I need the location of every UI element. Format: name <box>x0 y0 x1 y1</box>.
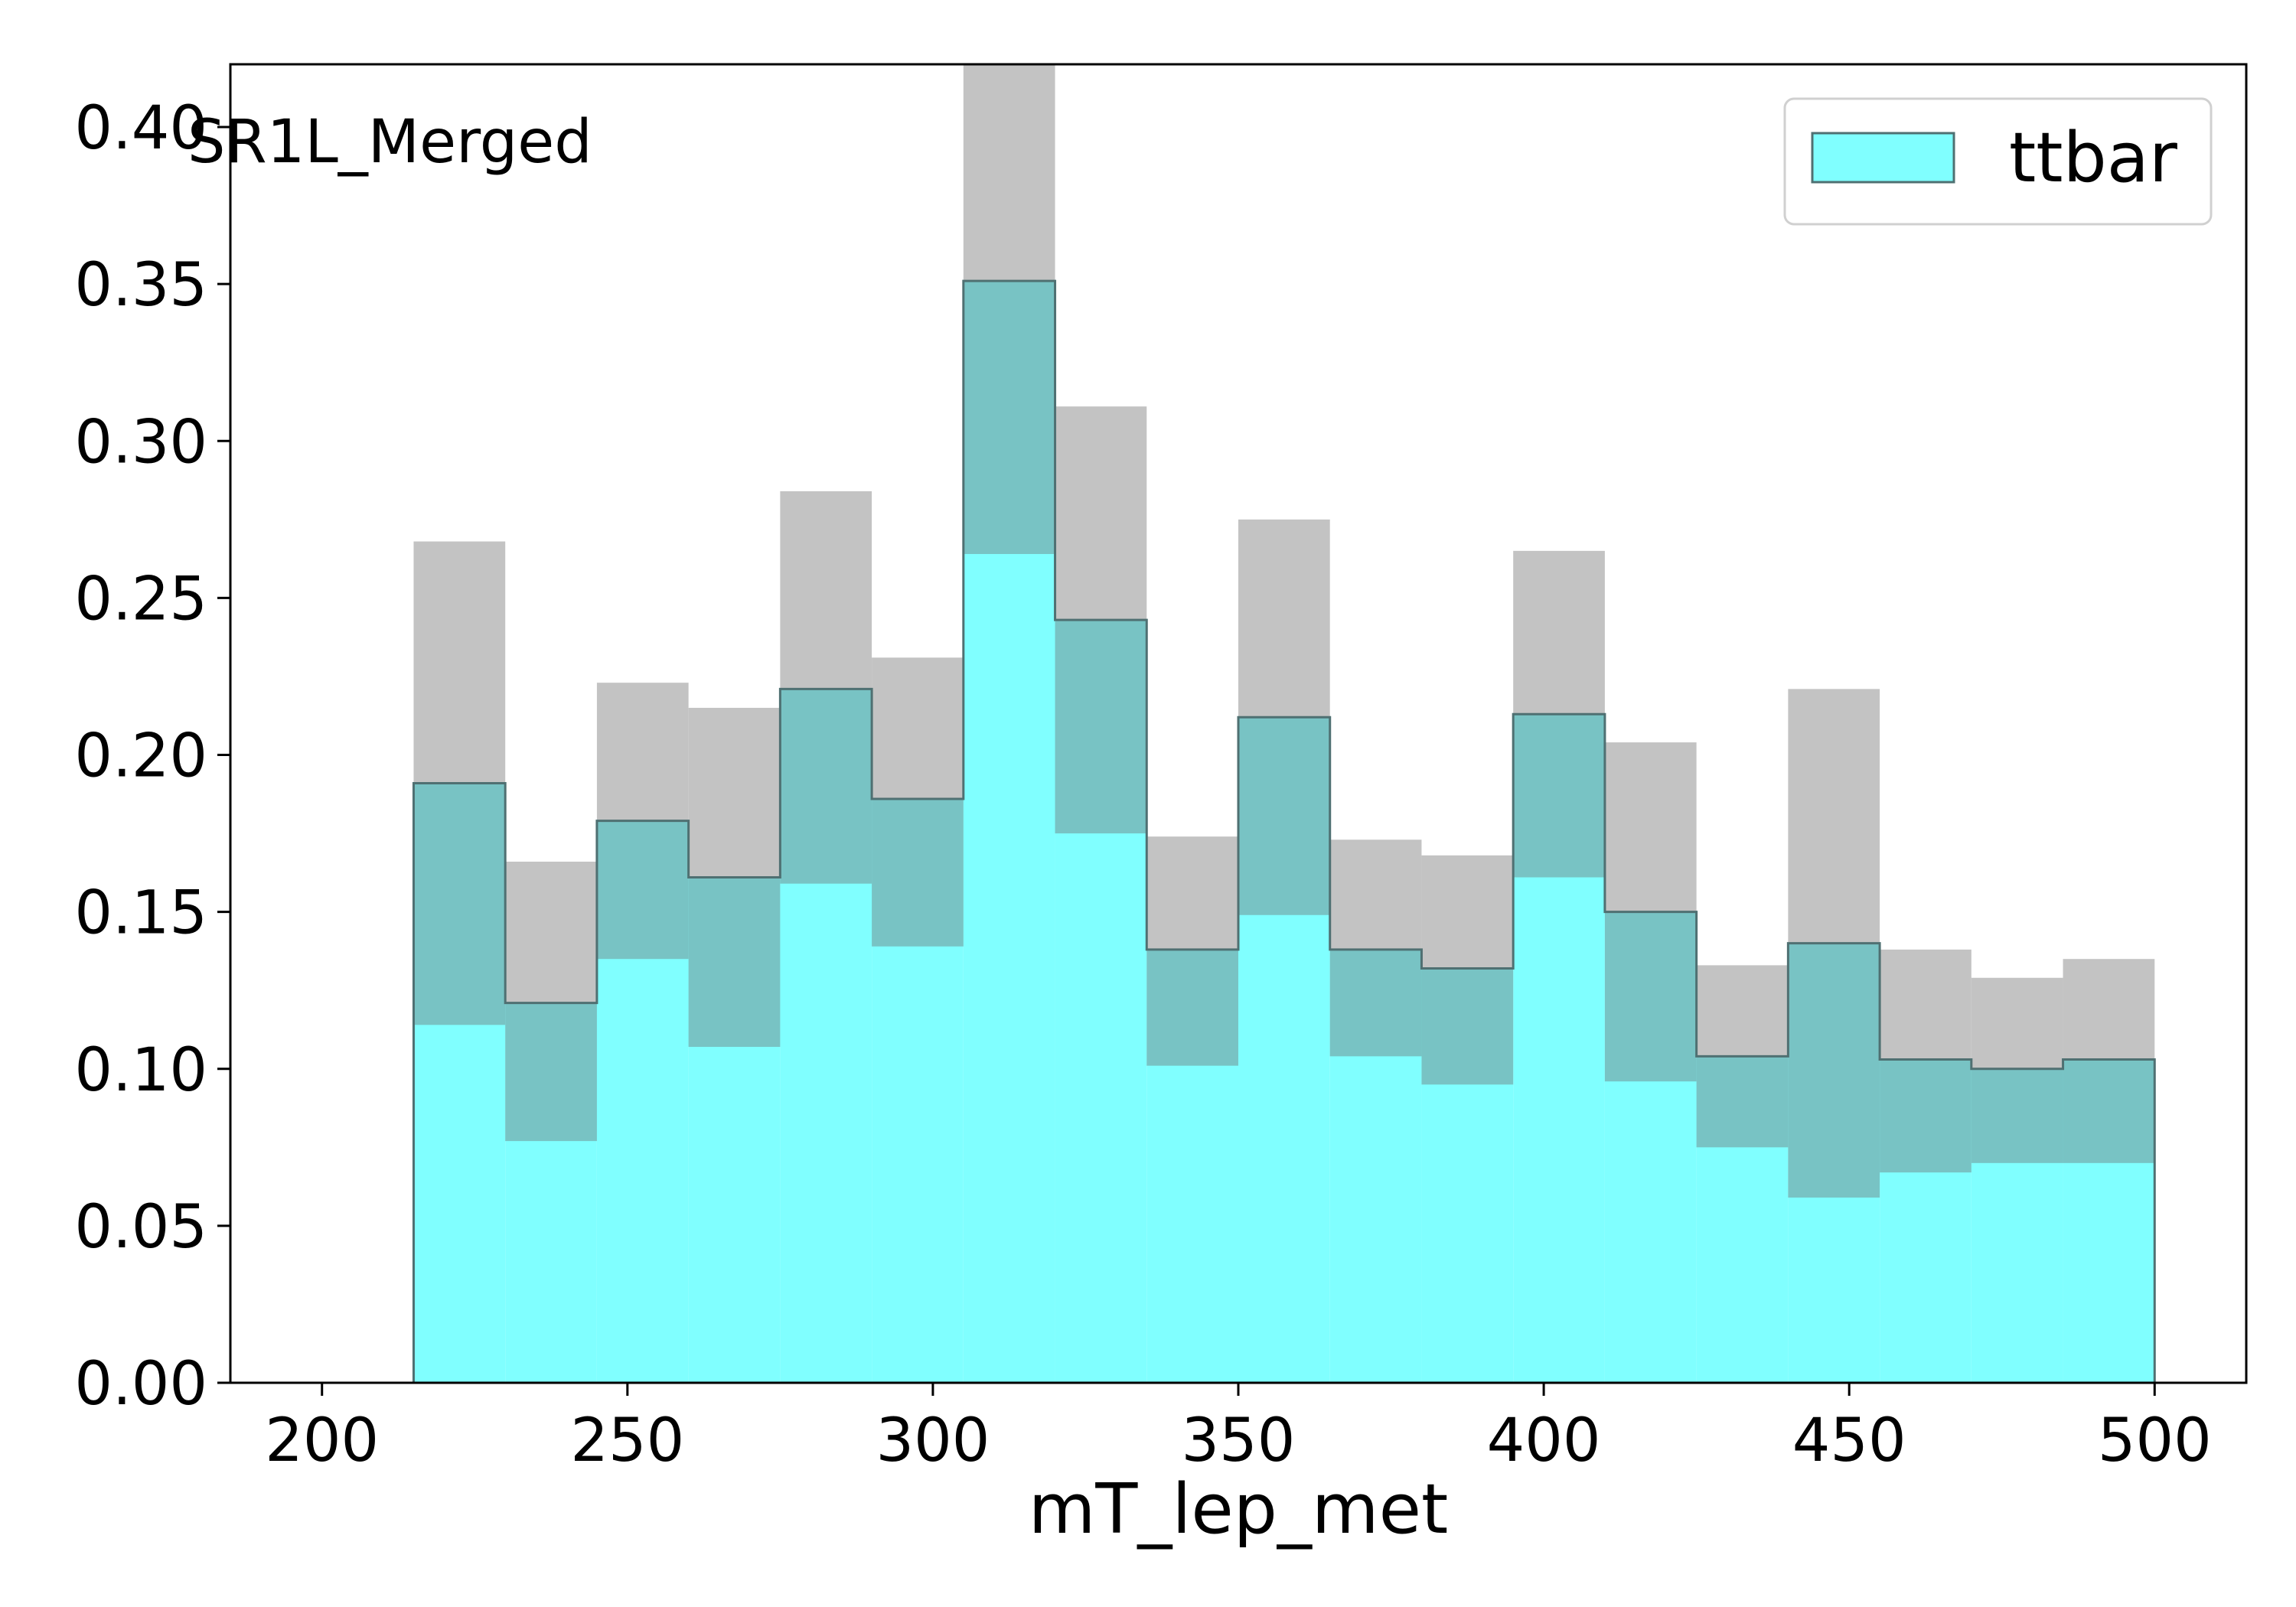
uncertainty-band-lower <box>1238 717 1330 915</box>
uncertainty-band-upper <box>872 657 964 799</box>
uncertainty-band-upper <box>1146 836 1238 950</box>
region-label: SR1L_Merged <box>188 108 592 177</box>
y-tick-label: 0.05 <box>74 1193 207 1262</box>
x-tick-label: 350 <box>1182 1407 1296 1475</box>
uncertainty-band-upper <box>413 541 506 784</box>
uncertainty-band-upper <box>1788 689 1880 944</box>
uncertainty-band-lower <box>1513 714 1605 878</box>
uncertainty-band-lower <box>1788 943 1880 1198</box>
uncertainty-band-upper <box>1880 949 1971 1060</box>
x-tick-label: 400 <box>1487 1407 1601 1475</box>
uncertainty-band-lower <box>780 689 872 884</box>
uncertainty-band-upper <box>1329 839 1422 950</box>
legend: ttbar <box>1783 97 2213 226</box>
uncertainty-band-upper <box>1238 519 1330 718</box>
x-tick-label: 250 <box>570 1407 684 1475</box>
uncertainty-band-upper <box>1604 742 1697 912</box>
y-tick-label: 0.00 <box>74 1350 207 1419</box>
uncertainty-band-lower <box>872 798 964 947</box>
y-tick-label: 0.35 <box>74 251 207 320</box>
x-axis: 200 250 300 350 400 450 500 <box>265 1383 2212 1475</box>
y-tick-label: 0.10 <box>74 1036 207 1105</box>
uncertainty-band-lower <box>688 877 781 1048</box>
uncertainty-band-lower <box>1604 911 1697 1082</box>
y-tick-label: 0.20 <box>74 722 207 791</box>
uncertainty-band-lower <box>2063 1059 2155 1163</box>
y-tick-label: 0.30 <box>74 408 207 477</box>
uncertainty-band-lower <box>1421 968 1514 1085</box>
uncertainty-band-lower <box>1971 1068 2063 1163</box>
uncertainty-band-upper <box>596 683 689 821</box>
x-tick-label: 500 <box>2098 1407 2212 1475</box>
uncertainty-band-lower <box>1329 949 1422 1057</box>
legend-label-ttbar: ttbar <box>2009 118 2177 198</box>
uncertainty-band-upper <box>2063 959 2155 1060</box>
x-axis-title: mT_lep_met <box>1029 1469 1448 1550</box>
uncertainty-band-upper <box>1513 550 1605 715</box>
uncertainty-band-lower <box>1146 949 1238 1066</box>
y-tick-label: 0.25 <box>74 565 207 634</box>
uncertainty-band-upper <box>780 491 872 689</box>
uncertainty-band-lower <box>413 783 506 1025</box>
uncertainty-band-upper <box>1421 855 1514 969</box>
uncertainty-band-lower <box>1696 1056 1789 1148</box>
uncertainty-band-upper <box>963 64 1055 282</box>
uncertainty-band-lower <box>505 1002 597 1142</box>
uncertainty-band-upper <box>1696 965 1789 1057</box>
uncertainty-band-lower <box>596 820 689 960</box>
uncertainty-band-lower <box>1055 620 1147 834</box>
x-tick-label: 450 <box>1792 1407 1906 1475</box>
y-tick-label: 0.40 <box>74 94 207 163</box>
uncertainty-band-upper <box>688 707 781 878</box>
x-tick-label: 300 <box>876 1407 990 1475</box>
y-tick-label: 0.15 <box>74 879 207 948</box>
legend-box <box>1783 97 2213 226</box>
plot-area <box>321 64 2156 1383</box>
legend-swatch-ttbar <box>1811 132 1955 184</box>
y-axis: 0.00 0.05 0.10 0.15 0.20 0.25 0.30 0.35 0.40 <box>74 94 230 1419</box>
uncertainty-band-lower <box>963 281 1055 554</box>
uncertainty-band-lower <box>1880 1059 1971 1173</box>
uncertainty-band-upper <box>1971 977 2063 1069</box>
uncertainty-band-upper <box>1055 406 1147 621</box>
uncertainty-band-upper <box>505 862 597 1003</box>
histogram-step-line <box>321 279 2156 1383</box>
x-tick-label: 200 <box>265 1407 379 1475</box>
